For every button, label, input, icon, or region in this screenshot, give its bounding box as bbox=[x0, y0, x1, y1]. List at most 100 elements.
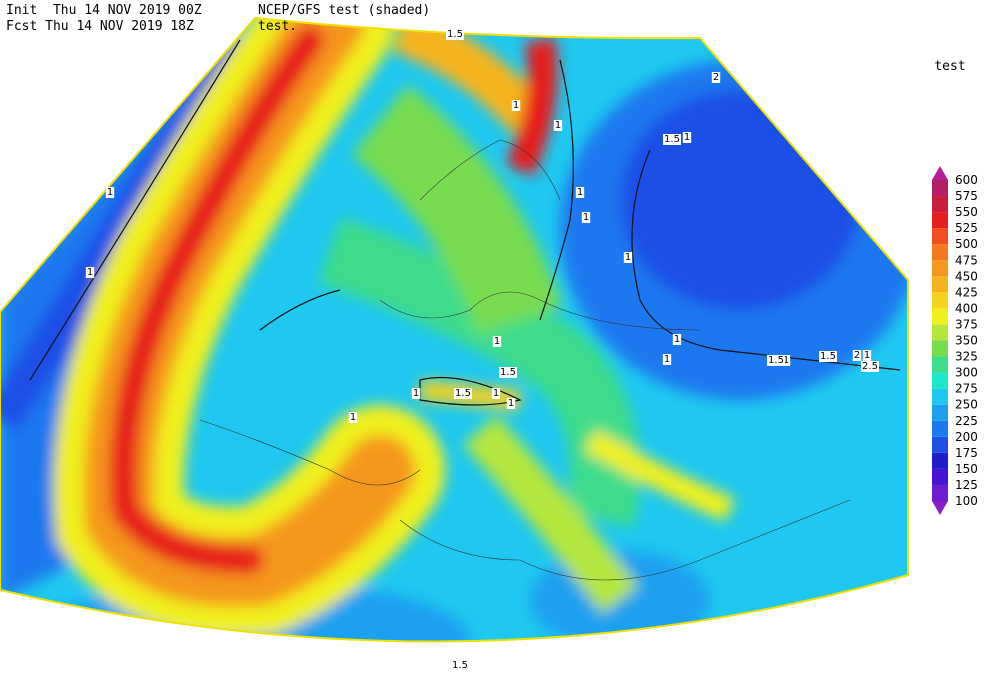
colorbar-label: 575 bbox=[955, 189, 978, 203]
colorbar-label: 125 bbox=[955, 478, 978, 492]
colorbar-box bbox=[932, 228, 948, 245]
init-time: Init Thu 14 NOV 2019 00Z bbox=[6, 3, 202, 18]
contour-label-box bbox=[581, 212, 591, 223]
colorbar-label: 100 bbox=[955, 494, 978, 508]
colorbar-label: 150 bbox=[955, 462, 978, 476]
colorbar-box bbox=[932, 196, 948, 213]
contour-label-box bbox=[682, 132, 692, 143]
colorbar-label: 175 bbox=[955, 446, 978, 460]
contour-label-box bbox=[451, 660, 469, 671]
contour-label: 1.5 bbox=[455, 388, 471, 399]
model-name: NCEP/GFS test (shaded) bbox=[258, 3, 430, 18]
contour-label-box bbox=[553, 120, 563, 131]
domain-border bbox=[0, 16, 909, 643]
field-name: test. bbox=[258, 19, 297, 34]
contour-label: 1 bbox=[577, 187, 583, 198]
contour-label-box bbox=[491, 388, 501, 399]
contour-label-box bbox=[819, 351, 837, 362]
colorbar-box bbox=[932, 180, 948, 197]
contour-label-box bbox=[623, 252, 633, 263]
colorbar-label: 425 bbox=[955, 285, 978, 299]
contour-label-box bbox=[506, 398, 516, 409]
colorbar-label: 400 bbox=[955, 301, 978, 315]
colorbar-high-arrow bbox=[932, 166, 948, 180]
contour-label: 1 bbox=[555, 120, 561, 131]
contour-label: 1.5 bbox=[452, 660, 468, 671]
contour-label-box bbox=[105, 187, 115, 198]
colorbar-label: 275 bbox=[955, 382, 978, 396]
contour-label: 1 bbox=[494, 336, 500, 347]
contour-label-box bbox=[85, 267, 95, 278]
contour-label-box bbox=[662, 354, 672, 365]
contour-label-box bbox=[411, 388, 421, 399]
colorbar-box bbox=[932, 276, 948, 293]
contour-label: 1 bbox=[87, 267, 93, 278]
colorbar-box bbox=[932, 420, 948, 437]
colorbar-label: 475 bbox=[955, 253, 978, 267]
contour-label: 1.5 bbox=[820, 351, 836, 362]
contour-label: 1 bbox=[508, 398, 514, 409]
contour-label: 2 bbox=[713, 72, 719, 83]
contour-label: 1 bbox=[413, 388, 419, 399]
contour-label-box bbox=[672, 334, 682, 345]
shaded-field bbox=[0, 18, 908, 642]
colorbar-box bbox=[932, 340, 948, 357]
contour-label-box bbox=[861, 361, 879, 372]
colorbar-box bbox=[932, 372, 948, 389]
contour-label: 1 bbox=[864, 350, 870, 361]
contour-label: 1.5 bbox=[768, 355, 784, 366]
contour-label: 1 bbox=[625, 252, 631, 263]
contour-label-box bbox=[852, 350, 862, 361]
contour-label: 1.5 bbox=[447, 29, 463, 40]
contour-label-box bbox=[575, 187, 585, 198]
contour-label-box bbox=[711, 72, 721, 83]
colorbar-box bbox=[932, 292, 948, 309]
contour-label: 1.5 bbox=[664, 134, 680, 145]
colorbar-box bbox=[932, 404, 948, 421]
contour-label-box bbox=[862, 350, 872, 361]
contour-label-box bbox=[492, 336, 502, 347]
contour-label: 1 bbox=[684, 132, 690, 143]
colorbar-label: 500 bbox=[955, 237, 978, 251]
colorbar-label: 250 bbox=[955, 398, 978, 412]
contour-label-box bbox=[499, 367, 517, 378]
contour-label: 1 bbox=[783, 355, 789, 366]
colorbar-box bbox=[932, 244, 948, 261]
contour-label: 1 bbox=[493, 388, 499, 399]
contour-label-box bbox=[511, 100, 521, 111]
colorbar-box bbox=[932, 468, 948, 485]
contour-label: 1 bbox=[664, 354, 670, 365]
contour-label: 1 bbox=[674, 334, 680, 345]
colorbar-box bbox=[932, 324, 948, 341]
contour-label: 1 bbox=[107, 187, 113, 198]
colorbar-box bbox=[932, 452, 948, 469]
colorbar-box bbox=[932, 212, 948, 229]
contour-label-box bbox=[446, 29, 464, 40]
colorbar-box bbox=[932, 308, 948, 325]
colorbar-box bbox=[932, 436, 948, 453]
coastlines bbox=[199, 139, 851, 581]
contour-label-box bbox=[781, 355, 791, 366]
colorbar-label: 375 bbox=[955, 317, 978, 331]
colorbar: 100 125 150 175 200 225 250 275 300 325 350 375 400 4… bbox=[932, 166, 978, 515]
colorbar-box bbox=[932, 260, 948, 277]
colorbar-label: 550 bbox=[955, 205, 978, 219]
colorbar-label: 600 bbox=[955, 173, 978, 187]
contour-label: 1 bbox=[350, 412, 356, 423]
colorbar-label: 300 bbox=[955, 366, 978, 380]
colorbar-box bbox=[932, 356, 948, 373]
colorbar-label: 350 bbox=[955, 334, 978, 348]
colorbar-label: 325 bbox=[955, 350, 978, 364]
legend-title: test bbox=[934, 59, 965, 74]
contour-label-box bbox=[454, 388, 472, 399]
colorbar-label: 525 bbox=[955, 221, 978, 235]
colorbar-label: 225 bbox=[955, 414, 978, 428]
colorbar-label: 200 bbox=[955, 430, 978, 444]
contours bbox=[29, 39, 901, 406]
forecast-time: Fcst Thu 14 NOV 2019 18Z bbox=[6, 19, 194, 34]
contour-label: 1 bbox=[513, 100, 519, 111]
contour-label-box bbox=[663, 134, 681, 145]
contour-label: 1.5 bbox=[500, 367, 516, 378]
